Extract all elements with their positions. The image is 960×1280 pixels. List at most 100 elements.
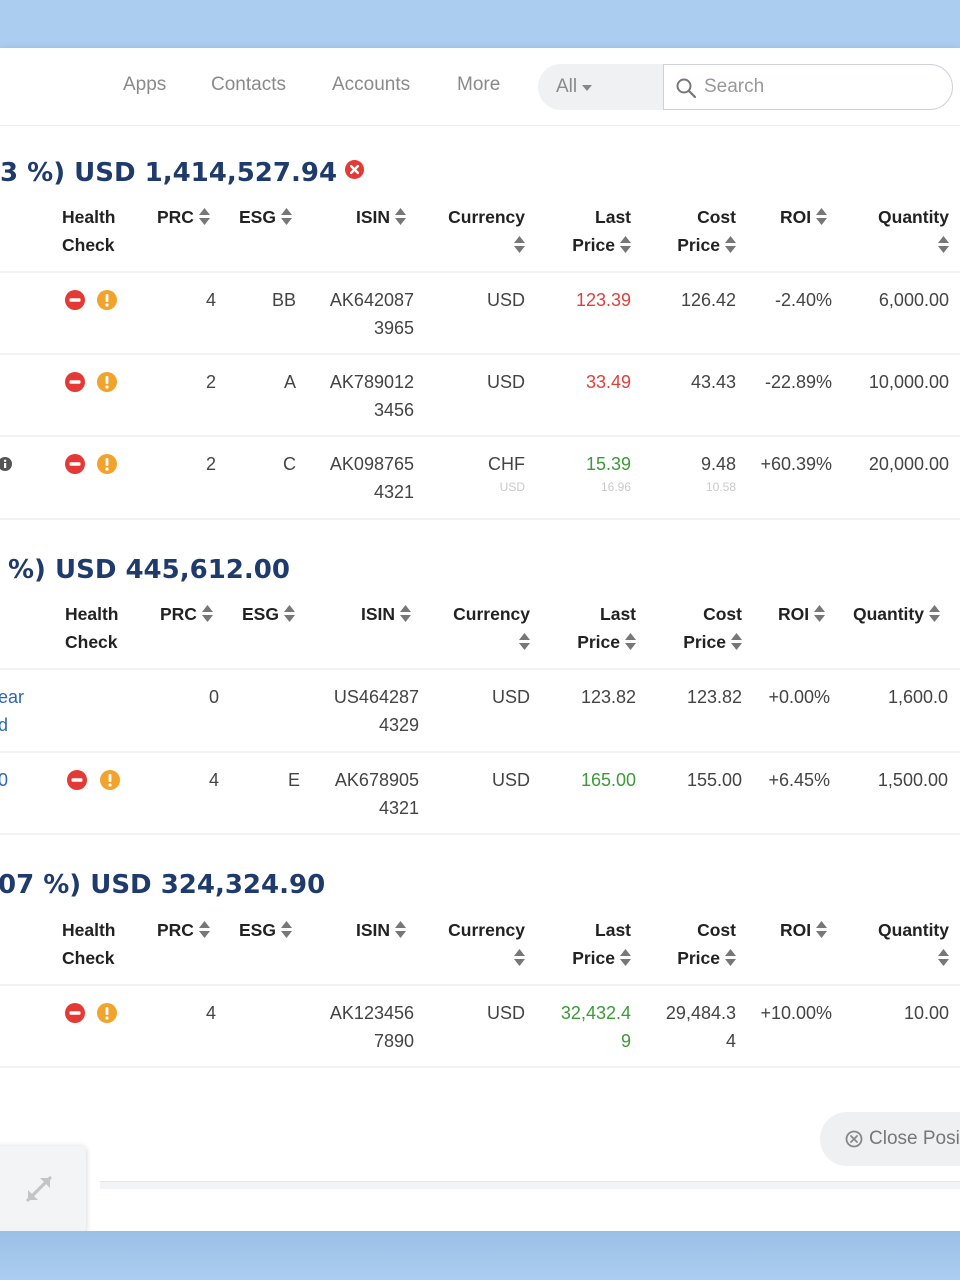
col-quantity[interactable]: Quantity [853, 600, 940, 628]
col-prc[interactable]: PRC [157, 916, 210, 944]
sort-icon[interactable] [199, 208, 210, 225]
currency-value: USD [486, 1003, 525, 1023]
blocked-icon [65, 454, 85, 474]
nav-accounts[interactable]: Accounts [332, 74, 411, 95]
sort-icon[interactable] [814, 605, 825, 622]
sort-icon[interactable] [731, 633, 742, 650]
row-divider [0, 518, 960, 520]
col-quantity[interactable]: Quantity [850, 916, 949, 972]
sort-icon[interactable] [929, 605, 940, 622]
row-divider [0, 353, 960, 355]
search-input[interactable] [704, 73, 934, 101]
col-last-price[interactable]: Last Price [572, 920, 631, 968]
currency-secondary: USD [499, 480, 525, 494]
cost-price-value: 123.82 [686, 687, 742, 707]
quantity-value: 6,000.00 [878, 290, 949, 310]
section-total: 3 %) USD 1,414,527.94 [0, 158, 338, 188]
roi-value: +60.39% [760, 454, 832, 474]
close-position-label: Close Posit [869, 1128, 960, 1149]
quantity-value: 20,000.00 [868, 454, 949, 474]
section-title: 3 %) USD 1,414,527.94 [0, 158, 364, 188]
col-roi[interactable]: ROI [780, 203, 827, 231]
nav-contacts[interactable]: Contacts [211, 74, 286, 95]
section-total: %) USD 445,612.00 [8, 555, 290, 585]
sort-icon[interactable] [519, 633, 530, 650]
search-box[interactable] [663, 64, 953, 110]
isin-value: AK789012 3456 [329, 372, 414, 420]
last-price-secondary: 16.96 [600, 480, 631, 494]
sort-icon[interactable] [938, 236, 949, 253]
col-currency[interactable]: Currency [430, 203, 525, 259]
sort-icon[interactable] [625, 633, 636, 650]
cost-price-value: 126.42 [680, 290, 736, 310]
background-band [0, 1231, 960, 1280]
expand-panel[interactable] [0, 1146, 86, 1231]
col-cost-price[interactable]: Cost Price [683, 604, 742, 652]
sort-icon[interactable] [284, 605, 295, 622]
sort-icon[interactable] [281, 208, 292, 225]
last-price-value: 15.39 [585, 454, 631, 474]
col-cost-price[interactable]: Cost Price [677, 207, 736, 255]
sort-icon[interactable] [938, 949, 949, 966]
search-scope-dropdown[interactable]: All [538, 64, 668, 110]
roi-value: +0.00% [768, 687, 830, 707]
info-icon[interactable] [0, 457, 12, 471]
instrument-name-link[interactable]: ear d [0, 687, 25, 735]
currency-value: USD [491, 687, 530, 707]
section-title: %) USD 445,612.00 [8, 555, 290, 585]
prc-value: 4 [205, 290, 216, 310]
sort-icon[interactable] [620, 949, 631, 966]
close-position-button[interactable]: Close Posit [820, 1112, 960, 1166]
col-currency[interactable]: Currency [435, 600, 530, 656]
col-cost-price[interactable]: Cost Price [677, 920, 736, 968]
col-esg[interactable]: ESG [239, 203, 292, 231]
expand-icon[interactable] [24, 1174, 54, 1204]
sort-icon[interactable] [514, 949, 525, 966]
sort-icon[interactable] [620, 236, 631, 253]
sort-icon[interactable] [281, 921, 292, 938]
cost-price-secondary: 10.58 [705, 480, 736, 494]
currency-value: USD [486, 290, 525, 310]
col-currency[interactable]: Currency [430, 916, 525, 972]
col-isin[interactable]: ISIN [361, 600, 411, 628]
sort-icon[interactable] [199, 921, 210, 938]
sort-icon[interactable] [816, 921, 827, 938]
col-roi[interactable]: ROI [780, 916, 827, 944]
isin-value: US464287 4329 [333, 687, 419, 735]
instrument-name-link[interactable]: 0 [0, 770, 9, 790]
sort-icon[interactable] [725, 236, 736, 253]
col-last-price[interactable]: Last Price [577, 604, 636, 652]
isin-value: AK123456 7890 [329, 1003, 414, 1051]
quantity-value: 1,600.0 [887, 687, 948, 707]
col-isin[interactable]: ISIN [356, 203, 406, 231]
sort-icon[interactable] [725, 949, 736, 966]
col-esg[interactable]: ESG [242, 600, 295, 628]
sort-icon[interactable] [202, 605, 213, 622]
sort-icon[interactable] [514, 236, 525, 253]
close-circle-icon[interactable] [345, 160, 364, 179]
sort-icon[interactable] [395, 921, 406, 938]
col-isin[interactable]: ISIN [356, 916, 406, 944]
row-divider [0, 984, 960, 986]
quantity-value: 10.00 [903, 1003, 949, 1023]
close-circle-icon [845, 1130, 863, 1148]
blocked-icon [65, 290, 85, 310]
cost-price-value: 29,484.3 4 [665, 1003, 736, 1051]
col-roi[interactable]: ROI [778, 600, 825, 628]
cost-price-value: 9.48 [700, 454, 736, 474]
nav-more[interactable]: More [457, 74, 501, 95]
isin-value: AK642087 3965 [329, 290, 414, 338]
nav-apps[interactable]: Apps [123, 74, 167, 95]
col-esg[interactable]: ESG [239, 916, 292, 944]
col-prc[interactable]: PRC [157, 203, 210, 231]
sort-icon[interactable] [395, 208, 406, 225]
sort-icon[interactable] [400, 605, 411, 622]
col-quantity[interactable]: Quantity [850, 203, 949, 259]
sort-icon[interactable] [816, 208, 827, 225]
col-last-price[interactable]: Last Price [572, 207, 631, 255]
esg-value: A [283, 372, 296, 392]
warning-icon [97, 372, 117, 392]
col-prc[interactable]: PRC [160, 600, 213, 628]
horizontal-scrollbar[interactable] [100, 1181, 960, 1189]
warning-icon [97, 454, 117, 474]
